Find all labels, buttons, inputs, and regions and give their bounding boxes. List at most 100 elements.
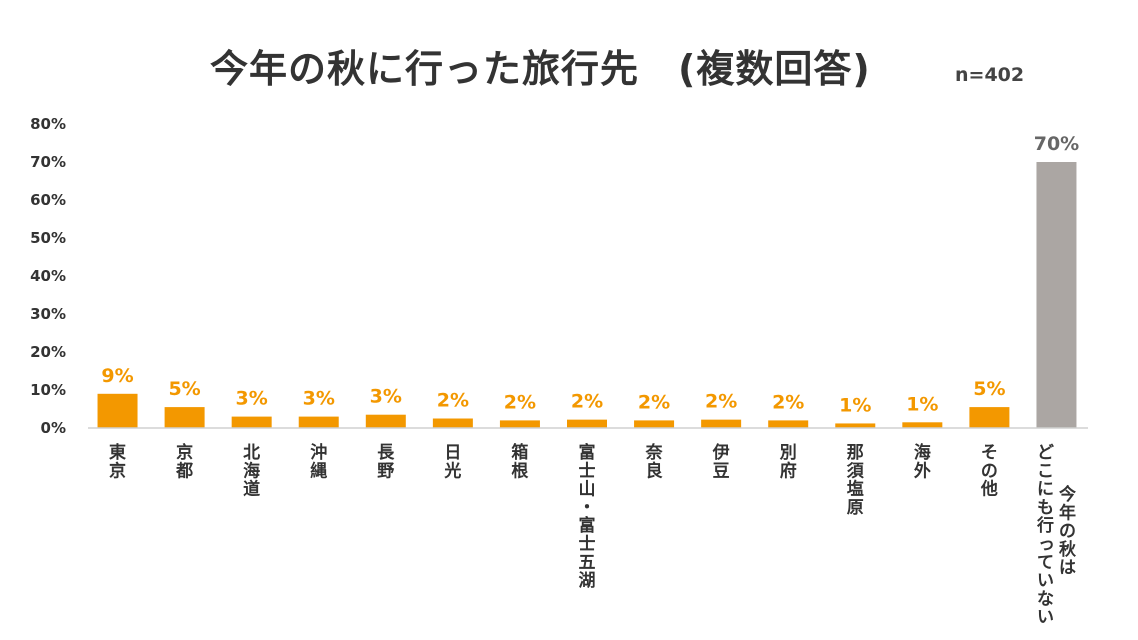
category-label-char: 山 (579, 480, 596, 500)
bar (902, 422, 943, 428)
bar (634, 420, 675, 428)
category-label-char: 京 (176, 442, 193, 463)
category-label-char: て (1037, 553, 1054, 573)
category-label-char: そ (981, 443, 998, 463)
bar (768, 420, 809, 428)
bar (701, 419, 742, 428)
category-label-char: こ (1037, 461, 1054, 481)
data-label: 2% (638, 391, 670, 413)
category-label-char: の (981, 461, 998, 481)
category-label-char: 別 (779, 443, 797, 463)
data-label: 2% (571, 391, 603, 413)
category-label-char: 良 (646, 460, 663, 481)
data-label: 3% (370, 386, 402, 408)
bars (97, 162, 1077, 428)
category-label-char: 年 (1059, 502, 1076, 523)
data-label: 2% (504, 391, 536, 413)
category-label-char: 都 (175, 460, 193, 481)
category-label-char: 北 (243, 443, 260, 463)
category-label-char: 長 (377, 443, 395, 463)
category-label-char: 富 (579, 442, 596, 463)
category-label-char: い (1037, 608, 1054, 628)
bar (567, 419, 607, 428)
category-label-char: 五 (579, 553, 596, 573)
category-label-char: 海 (243, 460, 260, 481)
bar (298, 416, 339, 428)
category-label-char: 士 (579, 534, 596, 555)
y-tick-label: 50% (30, 229, 66, 247)
title-row: 今年の秋に行った旅行先 (複数回答) n=402 (0, 30, 1138, 100)
category-label-char: 士 (579, 460, 596, 481)
data-labels: 9% 5% 3% 3% 3% 2% 2% 2% 2% 2% 2% 1% 1% 5% 70% (101, 133, 1079, 416)
data-label: 2% (772, 391, 804, 413)
category-label-char: 湖 (579, 571, 596, 591)
data-label: 5% (168, 378, 200, 400)
bar (164, 407, 205, 428)
category-label-char: 箱 (511, 442, 528, 463)
category-label-char: 光 (443, 460, 461, 481)
bar (835, 423, 876, 428)
category-label-char: 塩 (847, 479, 864, 500)
y-axis: 0% 10% 20% 30% 40% 50% 60% 70% 80% (30, 115, 66, 437)
category-label-char: 野 (377, 461, 394, 481)
category-label-char: 東 (109, 442, 126, 463)
y-tick-label: 80% (30, 115, 66, 133)
category-label-char: 京 (109, 460, 126, 481)
bar (1036, 162, 1077, 428)
category-label-char: な (1037, 589, 1054, 609)
chart-subtitle: n=402 (955, 64, 1025, 86)
category-label-char: 根 (511, 460, 528, 481)
y-tick-label: 30% (30, 305, 66, 323)
category-label-char: 道 (243, 479, 260, 500)
data-label: 9% (101, 365, 133, 387)
category-label-char: 那 (847, 443, 864, 463)
bar (969, 407, 1010, 428)
category-label-char: 伊 (712, 442, 730, 463)
category-label-char: 豆 (713, 461, 730, 481)
category-label-char: 他 (980, 479, 998, 500)
category-label-char: に (1037, 480, 1054, 500)
data-label: 5% (973, 378, 1005, 400)
data-label: 3% (236, 388, 268, 410)
bar (231, 416, 272, 428)
category-label-char: い (1037, 571, 1054, 591)
category-label-char: 原 (847, 498, 864, 518)
category-label-char: 縄 (310, 460, 327, 481)
category-label-char: 日 (444, 443, 461, 463)
data-label: 3% (303, 388, 335, 410)
category-label-char: 外 (914, 460, 931, 481)
chart-title: 今年の秋に行った旅行先 (複数回答) (210, 47, 871, 91)
y-tick-label: 40% (30, 267, 66, 285)
category-label-char: ・ (579, 498, 596, 518)
data-label: 1% (906, 393, 938, 415)
data-label: 2% (705, 391, 737, 413)
bar (499, 420, 540, 428)
bar (365, 414, 406, 428)
data-label: 1% (839, 394, 871, 416)
category-label-char: ど (1037, 443, 1054, 463)
category-label-char: 奈 (645, 442, 664, 463)
bar (97, 393, 138, 428)
y-tick-label: 70% (30, 153, 66, 171)
category-label-char: 秋 (1059, 539, 1077, 560)
y-tick-label: 10% (30, 381, 66, 399)
y-tick-label: 20% (30, 343, 66, 361)
category-label-char: 沖 (310, 442, 327, 463)
category-label-char: も (1037, 498, 1054, 518)
category-label-char: の (1059, 522, 1076, 542)
category-label-char: 富 (579, 515, 596, 536)
bar (432, 418, 473, 428)
category-label-char: 府 (780, 460, 797, 481)
category-label-char: 須 (847, 461, 865, 481)
category-label-char: 海 (914, 442, 931, 463)
data-label: 70% (1034, 133, 1079, 155)
category-label-char: 行 (1036, 515, 1054, 536)
category-label-char: は (1059, 558, 1076, 578)
y-tick-label: 60% (30, 191, 66, 209)
y-tick-label: 0% (41, 419, 66, 437)
category-label-char: 今 (1059, 484, 1076, 505)
category-label-char: っ (1038, 535, 1055, 555)
data-label: 2% (437, 390, 469, 412)
